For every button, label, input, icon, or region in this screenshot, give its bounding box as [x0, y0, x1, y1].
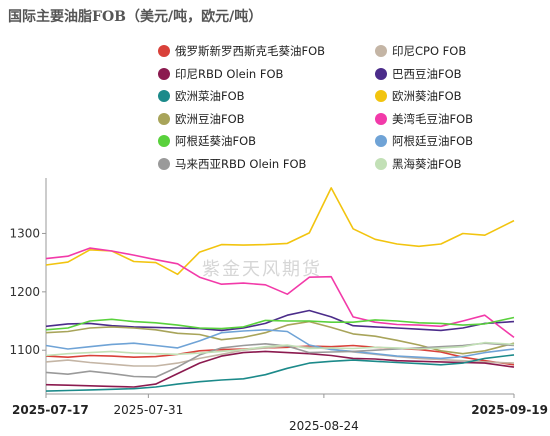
legend-marker	[375, 67, 387, 80]
series-line	[45, 354, 515, 392]
legend-label: 美湾毛豆油FOB	[392, 111, 474, 126]
legend-label: 印尼CPO FOB	[392, 44, 467, 58]
series-line	[45, 247, 515, 339]
x-tick-label: 2025-07-17	[12, 403, 89, 417]
legend-item: 阿根廷葵油FOB	[158, 130, 256, 152]
y-tick-label: 1200	[9, 285, 40, 299]
legend-item: 欧洲菜油FOB	[158, 85, 245, 107]
legend-label: 阿根廷葵油FOB	[175, 134, 257, 148]
legend-item: 欧洲葵油FOB	[375, 85, 462, 107]
legend-marker	[375, 90, 387, 102]
legend-label: 印尼RBD Olein FOB	[175, 66, 284, 81]
legend-item: 欧洲豆油FOB	[158, 108, 245, 130]
legend-label: 巴西豆油FOB	[392, 66, 462, 81]
series-line	[45, 187, 515, 276]
legend-item: 巴西豆油FOB	[375, 63, 462, 85]
legend-marker	[158, 112, 170, 125]
legend-label: 阿根廷豆油FOB	[392, 134, 474, 148]
legend-marker	[158, 67, 170, 80]
legend-label: 俄罗斯新罗西斯克毛葵油FOB	[175, 44, 326, 58]
chart-title: 国际主要油脂FOB（美元/吨，欧元/吨）	[8, 9, 263, 25]
legend-marker	[375, 112, 387, 125]
legend-item: 俄罗斯新罗西斯克毛葵油FOB	[158, 40, 325, 62]
y-tick-label: 1300	[9, 226, 40, 240]
legend-marker	[158, 135, 170, 147]
legend-label: 马来西亚RBD Olein FOB	[175, 156, 307, 171]
legend-label: 欧洲菜油FOB	[175, 89, 245, 103]
series-line	[45, 345, 515, 367]
series-line	[45, 309, 515, 332]
legend-item: 印尼CPO FOB	[375, 40, 466, 62]
y-tick-label: 1100	[9, 343, 40, 357]
series-line	[45, 341, 515, 357]
legend-item: 马来西亚RBD Olein FOB	[158, 153, 306, 175]
legend-marker	[375, 135, 387, 147]
legend-item: 阿根廷豆油FOB	[375, 130, 473, 152]
legend-label: 黑海葵油FOB	[392, 156, 462, 171]
legend-marker	[375, 157, 387, 170]
legend-marker	[158, 90, 170, 102]
series-line	[45, 328, 515, 360]
legend-item: 美湾毛豆油FOB	[375, 108, 473, 130]
series-line	[45, 342, 515, 378]
series-line	[45, 350, 515, 388]
watermark: 紫金天风期货	[202, 259, 322, 280]
legend-item: 印尼RBD Olein FOB	[158, 63, 283, 85]
x-tick-label: 2025-08-24	[289, 419, 359, 433]
legend-item: 黑海葵油FOB	[375, 153, 462, 175]
legend-label: 欧洲葵油FOB	[392, 89, 462, 103]
legend-label: 欧洲豆油FOB	[175, 111, 245, 126]
x-tick-label: 2025-09-19	[471, 403, 548, 417]
x-tick-label: 2025-07-31	[114, 403, 184, 417]
legend-marker	[158, 45, 170, 57]
series-line	[45, 316, 515, 331]
legend-marker	[158, 157, 170, 170]
legend-marker	[375, 45, 387, 57]
